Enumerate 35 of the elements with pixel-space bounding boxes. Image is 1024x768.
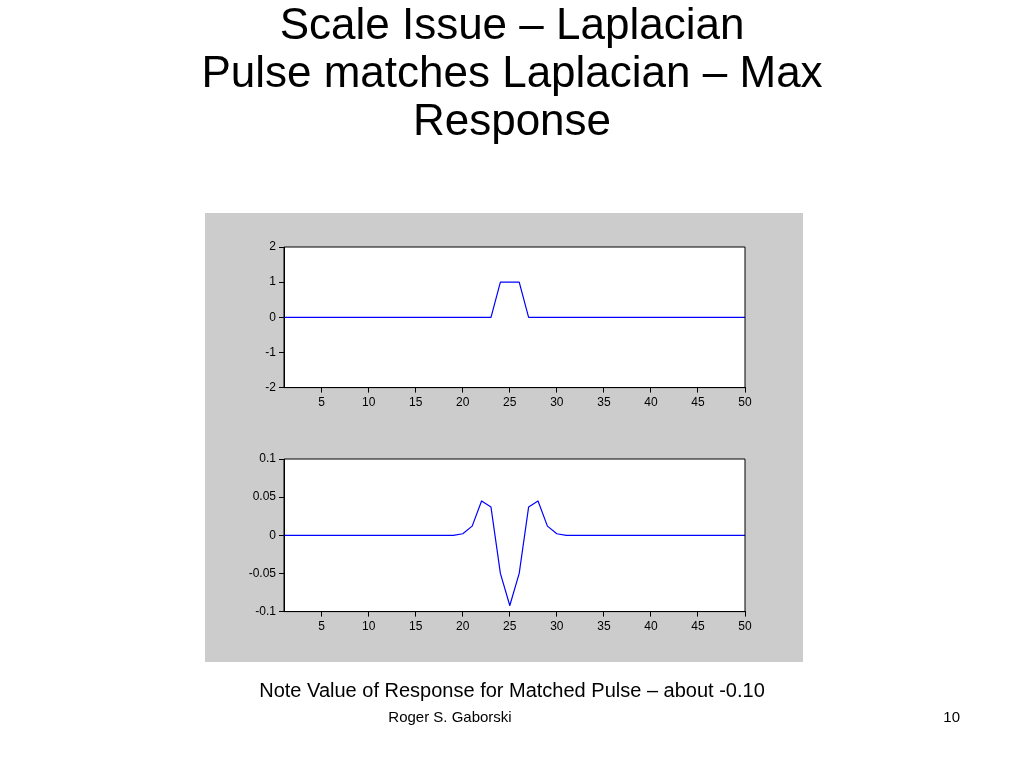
- text: Note Value of Response for Matched Pulse – about -0.10: [258, 679, 766, 702]
- x-tick-label: 10: [361, 619, 376, 634]
- x-tick-label: 35: [597, 619, 611, 634]
- x-tick-label: 45: [691, 619, 705, 634]
- y-tick-label: 1: [269, 274, 277, 289]
- x-tick-label: 20: [456, 619, 470, 634]
- x-tick-label: 15: [409, 395, 423, 410]
- x-tick-label: 15: [409, 619, 423, 634]
- y-tick-label: 2: [269, 239, 277, 254]
- y-tick-label: 0: [269, 527, 277, 542]
- y-tick-label: -1: [265, 344, 277, 359]
- x-tick-label: 5: [318, 395, 326, 410]
- x-tick-label: 25: [503, 395, 517, 410]
- x-tick-label: 30: [550, 619, 564, 634]
- x-tick-label: 45: [691, 395, 705, 410]
- x-tick-label: 25: [503, 619, 517, 634]
- text: Roger S. Gaborski: [387, 708, 513, 725]
- x-tick-label: 10: [361, 395, 376, 410]
- x-tick-label: 5: [318, 619, 326, 634]
- x-tick-label: 35: [597, 395, 611, 410]
- x-tick-label: 40: [644, 395, 658, 410]
- chart-subtitle: Pulse matches Laplacian – Max Response: [200, 47, 824, 144]
- text: 10: [942, 708, 960, 725]
- y-tick-label: -2: [265, 379, 277, 394]
- y-tick-label: 0: [269, 309, 277, 324]
- y-tick-label: -0.05: [248, 565, 277, 580]
- y-tick-label: 0.1: [259, 451, 277, 466]
- x-tick-label: 50: [738, 619, 752, 634]
- x-tick-label: 50: [738, 395, 752, 410]
- x-tick-label: 40: [644, 619, 658, 634]
- x-tick-label: 20: [456, 395, 470, 410]
- chart-title: Scale Issue – Laplacian: [278, 0, 746, 48]
- x-tick-label: 30: [550, 395, 564, 410]
- y-tick-label: -0.1: [255, 603, 277, 618]
- y-tick-label: 0.05: [252, 489, 277, 504]
